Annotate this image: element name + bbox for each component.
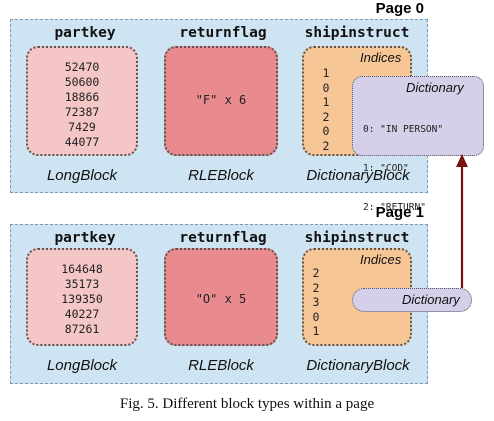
list-item: 35173 bbox=[64, 277, 100, 291]
page-1-partkey-values: 164648 35173 139350 40227 87261 bbox=[26, 262, 138, 337]
list-item: 52470 bbox=[64, 60, 100, 74]
page-1-dictionary-title: Dictionary bbox=[402, 292, 460, 307]
page-0-shipinstruct-header: shipinstruct bbox=[304, 25, 410, 41]
list-item: 44077 bbox=[64, 135, 100, 149]
arrow-head bbox=[456, 154, 468, 167]
list-item: 2: "RETURN" bbox=[363, 202, 426, 213]
page-1-shipinstruct-header: shipinstruct bbox=[304, 230, 410, 246]
page-0-long-block-type: LongBlock bbox=[46, 167, 118, 184]
page-0-indices-label: Indices bbox=[360, 50, 402, 65]
page-1-rle-block-type: RLEBlock bbox=[188, 357, 254, 374]
page-0-long-block bbox=[26, 46, 138, 156]
list-item: 1 bbox=[322, 95, 330, 109]
list-item: 0 bbox=[312, 309, 320, 324]
page-0-rle-block bbox=[164, 46, 278, 156]
page-1-partkey-header: partkey bbox=[54, 230, 116, 246]
page-1-indices-values: 2 2 3 0 1 bbox=[306, 266, 326, 339]
list-item: 72387 bbox=[64, 105, 100, 119]
page-0-label: Page 0 bbox=[375, 0, 424, 17]
list-item: 7429 bbox=[68, 120, 96, 134]
list-item: 2 bbox=[312, 280, 320, 295]
list-item: 0: "IN PERSON" bbox=[363, 124, 444, 135]
page-0-indices-values: 1 0 1 2 0 2 bbox=[316, 66, 336, 153]
page-1-dictionary-block-type: DictionaryBlock bbox=[306, 357, 410, 374]
list-item: 40227 bbox=[64, 307, 100, 321]
page-0-dictionary-block-type: DictionaryBlock bbox=[306, 167, 410, 184]
page-0-returnflag-header: returnflag bbox=[179, 25, 267, 41]
page-0-partkey-values: 52470 50600 18866 72387 7429 44077 bbox=[26, 60, 138, 150]
page-0-dictionary-title: Dictionary bbox=[406, 80, 464, 95]
list-item: 0 bbox=[322, 80, 330, 95]
page-1-dictionary-box bbox=[352, 288, 472, 312]
list-item: 50600 bbox=[64, 75, 100, 89]
page-1-indices-label: Indices bbox=[360, 252, 402, 267]
list-item: 3 bbox=[312, 295, 320, 309]
list-item: 2 bbox=[312, 266, 320, 280]
page-0-rle-value: "F" x 6 bbox=[195, 93, 247, 107]
list-item: 87261 bbox=[64, 322, 100, 336]
page-1-rle-value: "O" x 5 bbox=[195, 292, 247, 306]
page-1-returnflag-header: returnflag bbox=[179, 230, 267, 246]
list-item: 164648 bbox=[61, 262, 103, 276]
page-1-label: Page 1 bbox=[375, 204, 424, 221]
page-1-long-block bbox=[26, 248, 138, 346]
list-item: 2 bbox=[322, 138, 330, 153]
page-1-rle-block bbox=[164, 248, 278, 346]
list-item: 0 bbox=[322, 124, 330, 138]
list-item: 18866 bbox=[64, 90, 100, 104]
list-item: 139350 bbox=[61, 292, 103, 306]
page-0-rle-block-type: RLEBlock bbox=[188, 167, 254, 184]
list-item: 1: "COD" bbox=[363, 163, 409, 174]
list-item: 2 bbox=[322, 109, 330, 124]
page-0-partkey-header: partkey bbox=[54, 25, 116, 41]
list-item: 1 bbox=[322, 66, 330, 80]
page-1-long-block-type: LongBlock bbox=[46, 357, 118, 374]
page-0-dictionary-box bbox=[352, 76, 484, 156]
figure-caption: Fig. 5. Different block types within a p… bbox=[119, 396, 375, 412]
list-item: 1 bbox=[312, 324, 320, 338]
